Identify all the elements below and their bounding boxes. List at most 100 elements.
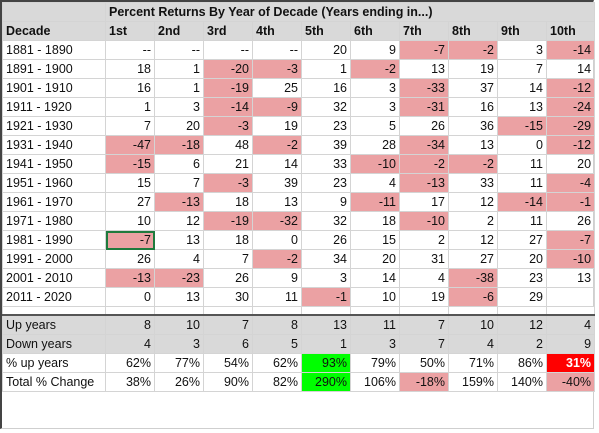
spacer-cell[interactable] xyxy=(448,306,498,315)
stats-cell[interactable]: 82% xyxy=(252,371,302,392)
return-cell[interactable]: 18 xyxy=(203,230,253,250)
summary-cell[interactable]: 1 xyxy=(301,333,351,354)
summary-cell[interactable]: 4 xyxy=(545,313,596,335)
return-cell[interactable]: 1 xyxy=(301,59,351,79)
return-cell[interactable]: 0 xyxy=(497,135,547,155)
return-cell[interactable]: -3 xyxy=(252,59,302,79)
stats-cell[interactable]: 38% xyxy=(105,371,155,392)
stats-cell[interactable]: 140% xyxy=(497,371,547,392)
return-cell[interactable]: -24 xyxy=(545,97,596,117)
decade-label[interactable]: 1921 - 1930 xyxy=(2,116,106,136)
return-cell[interactable]: -19 xyxy=(203,78,253,98)
return-cell[interactable]: 17 xyxy=(399,192,449,212)
decade-label[interactable]: 1901 - 1910 xyxy=(2,78,106,98)
stats-cell[interactable]: 50% xyxy=(399,352,449,373)
return-cell[interactable]: 13 xyxy=(252,192,302,212)
return-cell[interactable]: 19 xyxy=(448,59,498,79)
return-cell[interactable]: -2 xyxy=(399,154,449,174)
return-cell[interactable]: -13 xyxy=(399,173,449,193)
return-cell[interactable]: -38 xyxy=(448,268,498,288)
summary-cell[interactable]: 10 xyxy=(448,313,498,335)
stats-label[interactable]: % up years xyxy=(2,352,106,373)
return-cell[interactable]: 27 xyxy=(497,230,547,250)
return-cell[interactable]: -2 xyxy=(350,59,400,79)
return-cell[interactable]: -33 xyxy=(399,78,449,98)
summary-cell[interactable]: 6 xyxy=(203,333,253,354)
return-cell[interactable]: 26 xyxy=(301,230,351,250)
return-cell[interactable]: 11 xyxy=(497,154,547,174)
return-cell[interactable]: -14 xyxy=(497,192,547,212)
return-cell[interactable]: 12 xyxy=(154,211,204,231)
return-cell[interactable]: -3 xyxy=(203,173,253,193)
spacer-cell[interactable] xyxy=(154,306,204,315)
header-decade[interactable]: Decade xyxy=(2,21,106,41)
decade-label[interactable]: 2001 - 2010 xyxy=(2,268,106,288)
header-year-8[interactable]: 8th xyxy=(448,21,498,41)
return-cell[interactable]: 23 xyxy=(497,268,547,288)
return-cell[interactable]: -10 xyxy=(399,211,449,231)
return-cell[interactable]: 16 xyxy=(105,78,155,98)
summary-cell[interactable]: 8 xyxy=(105,313,155,335)
summary-cell[interactable]: 5 xyxy=(252,333,302,354)
stats-cell[interactable]: 31% xyxy=(545,352,596,373)
return-cell[interactable]: 32 xyxy=(301,211,351,231)
return-cell[interactable]: 14 xyxy=(497,78,547,98)
return-cell[interactable]: 9 xyxy=(252,268,302,288)
return-cell[interactable]: 3 xyxy=(350,78,400,98)
return-cell[interactable]: 9 xyxy=(301,192,351,212)
return-cell[interactable]: 36 xyxy=(448,116,498,136)
return-cell[interactable]: 32 xyxy=(301,97,351,117)
spacer-cell[interactable] xyxy=(497,306,547,315)
summary-cell[interactable]: 7 xyxy=(399,313,449,335)
decade-label[interactable]: 1981 - 1990 xyxy=(2,230,106,250)
header-year-1[interactable]: 1st xyxy=(105,21,155,41)
return-cell[interactable]: 23 xyxy=(301,173,351,193)
stats-label[interactable]: Total % Change xyxy=(2,371,106,392)
return-cell[interactable]: 18 xyxy=(203,192,253,212)
return-cell[interactable]: 5 xyxy=(350,116,400,136)
return-cell[interactable]: 20 xyxy=(301,40,351,60)
return-cell[interactable]: 11 xyxy=(252,287,302,307)
spacer-cell[interactable] xyxy=(399,306,449,315)
return-cell[interactable]: 6 xyxy=(154,154,204,174)
return-cell[interactable]: -1 xyxy=(301,287,351,307)
stats-cell[interactable]: 71% xyxy=(448,352,498,373)
return-cell[interactable]: 12 xyxy=(448,192,498,212)
return-cell[interactable]: 27 xyxy=(448,249,498,269)
return-cell[interactable]: 13 xyxy=(497,97,547,117)
return-cell[interactable]: -23 xyxy=(154,268,204,288)
return-cell[interactable]: 26 xyxy=(545,211,596,231)
return-cell[interactable]: 3 xyxy=(497,40,547,60)
return-cell[interactable]: -14 xyxy=(203,97,253,117)
return-cell[interactable]: 13 xyxy=(154,230,204,250)
return-cell[interactable]: -2 xyxy=(448,154,498,174)
spacer-cell[interactable] xyxy=(301,306,351,315)
return-cell[interactable]: -6 xyxy=(448,287,498,307)
return-cell[interactable]: 18 xyxy=(105,59,155,79)
return-cell[interactable]: -31 xyxy=(399,97,449,117)
return-cell[interactable]: -34 xyxy=(399,135,449,155)
return-cell[interactable]: -47 xyxy=(105,135,155,155)
summary-cell[interactable]: 7 xyxy=(399,333,449,354)
summary-cell[interactable]: 4 xyxy=(105,333,155,354)
return-cell[interactable]: 4 xyxy=(399,268,449,288)
stats-cell[interactable]: 62% xyxy=(252,352,302,373)
return-cell[interactable]: -- xyxy=(252,40,302,60)
return-cell[interactable]: -2 xyxy=(252,135,302,155)
return-cell[interactable]: -11 xyxy=(350,192,400,212)
summary-cell[interactable]: 13 xyxy=(301,313,351,335)
spacer-cell[interactable] xyxy=(545,306,596,315)
return-cell[interactable]: 10 xyxy=(350,287,400,307)
return-cell[interactable]: -2 xyxy=(448,40,498,60)
return-cell[interactable]: 20 xyxy=(545,154,596,174)
summary-cell[interactable]: 4 xyxy=(448,333,498,354)
return-cell[interactable]: -3 xyxy=(203,116,253,136)
header-year-9[interactable]: 9th xyxy=(497,21,547,41)
return-cell[interactable]: 7 xyxy=(497,59,547,79)
return-cell[interactable]: 20 xyxy=(497,249,547,269)
return-cell[interactable]: 3 xyxy=(350,97,400,117)
return-cell[interactable]: 16 xyxy=(301,78,351,98)
return-cell[interactable]: -29 xyxy=(545,116,596,136)
return-cell[interactable]: 2 xyxy=(399,230,449,250)
stats-cell[interactable]: 79% xyxy=(350,352,400,373)
